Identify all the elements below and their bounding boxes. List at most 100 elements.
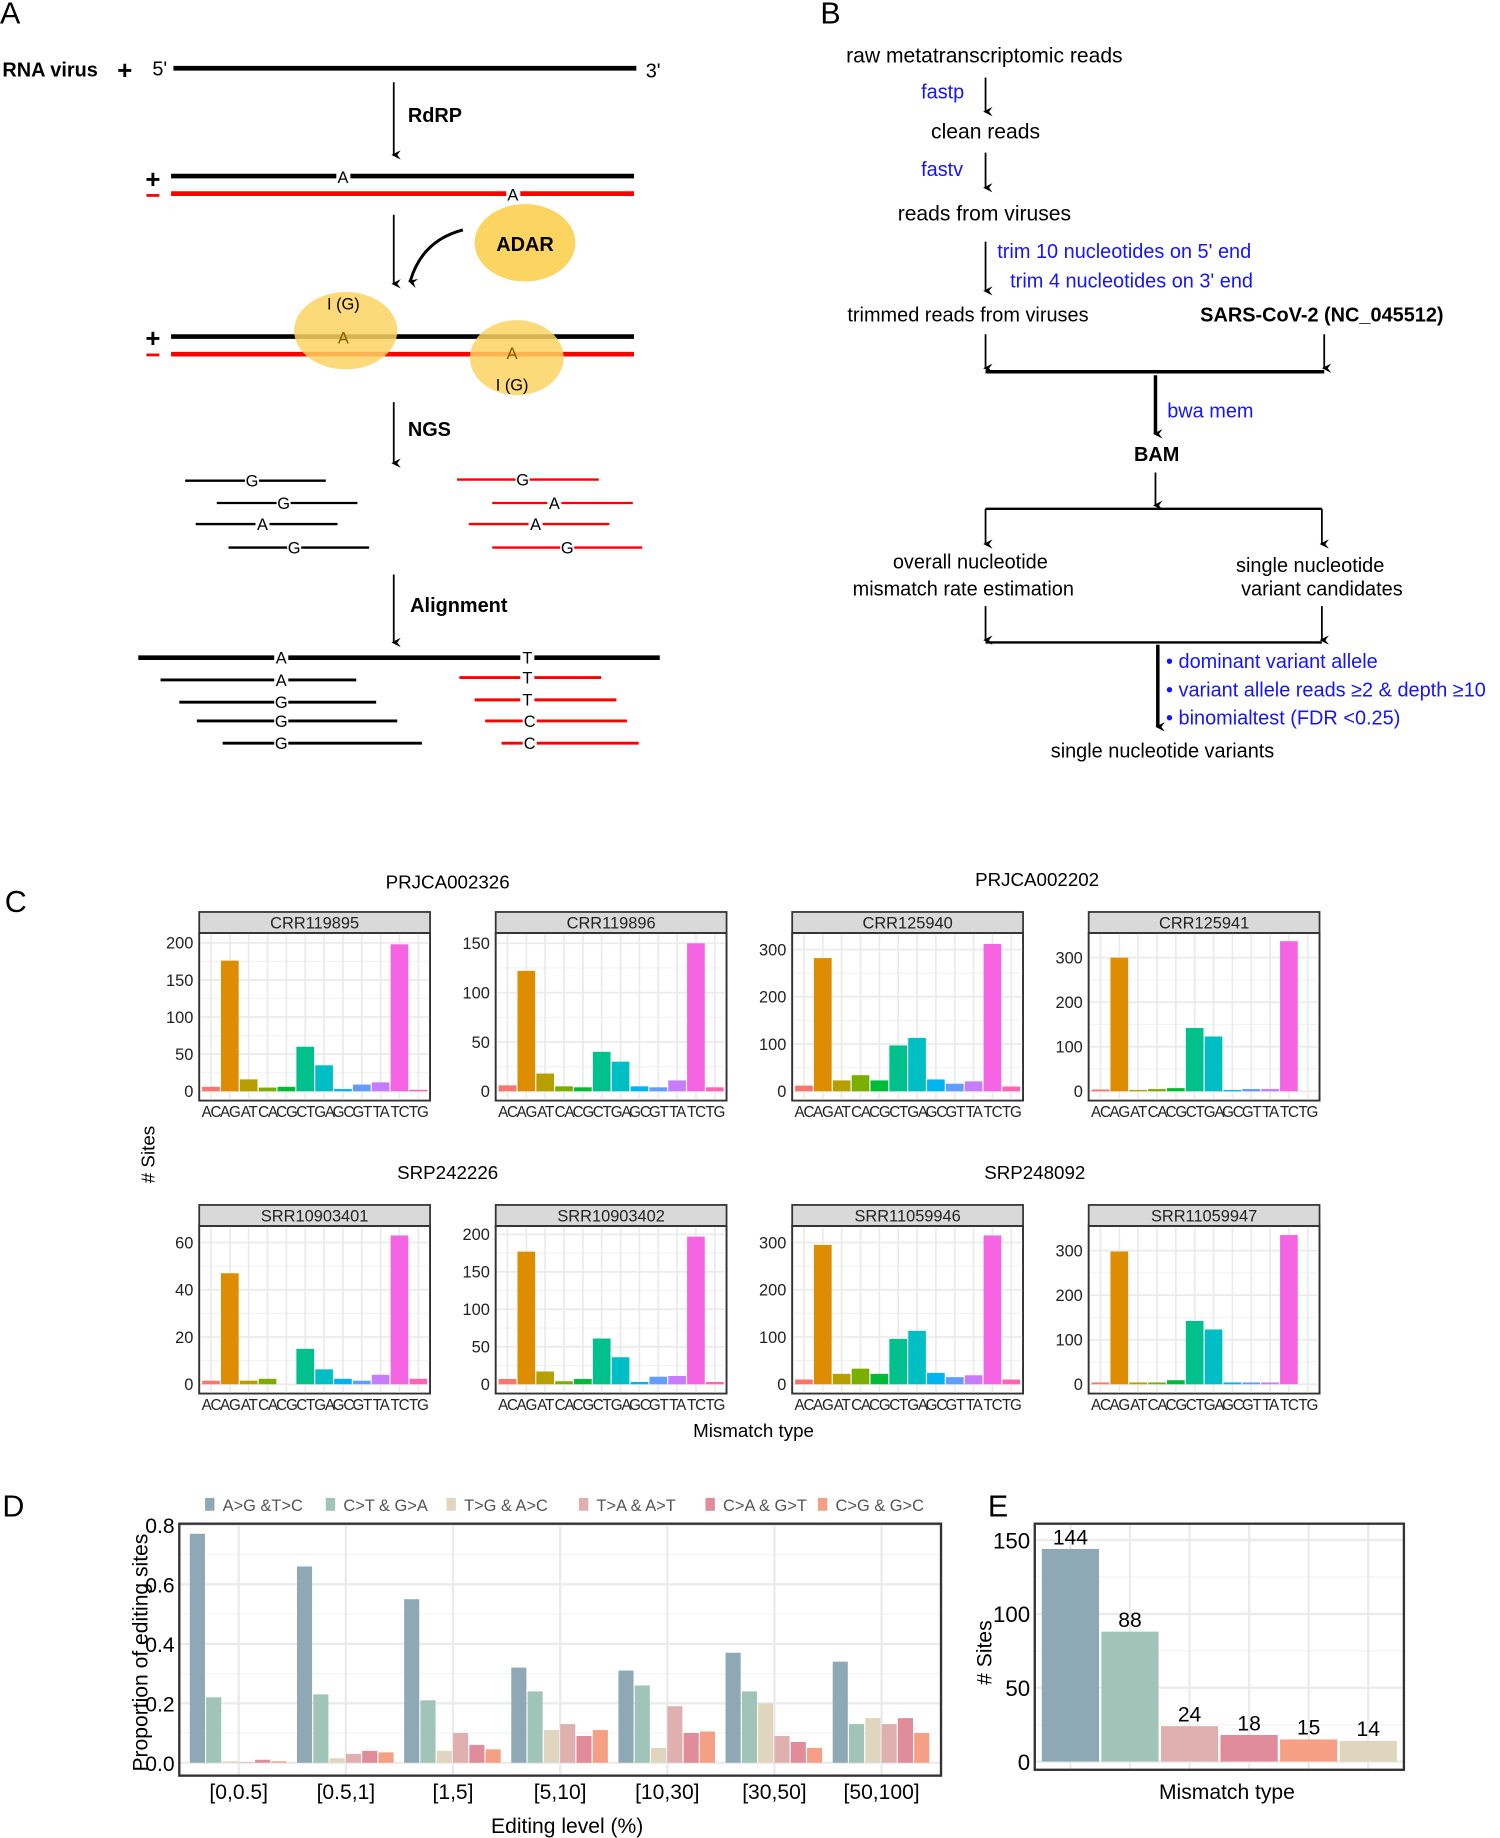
x-tick-label: TA: [669, 1104, 687, 1121]
x-tick-label: GC: [629, 1397, 651, 1414]
bar-A>G &T>C: [189, 1533, 205, 1763]
bar-AG: [1110, 1251, 1129, 1385]
bar-TC: [983, 943, 1002, 1092]
bar-C>T & G>A: [420, 1700, 436, 1763]
bar-C>G & G>C: [271, 1761, 287, 1763]
x-tick-label: AT: [241, 1104, 258, 1121]
y-tick-label: 50: [1005, 1676, 1030, 1701]
x-tick-label: CA: [258, 1397, 279, 1414]
bar-TA: [964, 1375, 983, 1385]
panel-letter-c: C: [5, 885, 27, 919]
x-tick-label: AT: [537, 1397, 554, 1414]
x-tick-label: CA: [1148, 1397, 1169, 1414]
x-tick-label: AC: [202, 1104, 222, 1121]
x-axis-label: Mismatch type: [1159, 1781, 1295, 1804]
bar: [1041, 1548, 1100, 1762]
bar-GT: [945, 1377, 964, 1385]
x-tick-label: AG: [516, 1104, 536, 1121]
snv-output-node: single nucleotide variants: [1051, 740, 1275, 762]
bar-GC: [630, 1381, 649, 1385]
bar-C>G & G>C: [485, 1749, 501, 1763]
y-tick-label: 50: [175, 1046, 193, 1064]
editing-site-ellipse: [469, 320, 564, 396]
bar-A>G &T>C: [618, 1670, 634, 1763]
bar-C>T & G>A: [313, 1694, 329, 1763]
plus-sign: +: [117, 57, 132, 85]
legend-swatch: [705, 1497, 715, 1511]
x-tick-label: GT: [1242, 1104, 1262, 1121]
y-tick-label: 0: [1074, 1376, 1083, 1394]
y-tick-label: 300: [759, 941, 786, 959]
bar: [1280, 1739, 1338, 1762]
x-tick-label: AG: [220, 1397, 240, 1414]
x-tick-label: GT: [649, 1397, 669, 1414]
group-title: PRJCA002202: [975, 869, 1099, 890]
y-tick-label: 50: [472, 1034, 490, 1052]
base-label: G: [288, 539, 301, 557]
bar-GA: [1204, 1329, 1223, 1385]
x-tick-label: TC: [687, 1397, 706, 1414]
adar-ellipse: [474, 204, 576, 282]
y-tick-label: 100: [993, 1602, 1030, 1627]
bar-AG: [813, 1244, 832, 1385]
y-tick-label: 0.8: [145, 1515, 174, 1538]
base-label: A: [549, 495, 560, 513]
x-tick-label: CT: [889, 1104, 908, 1121]
bar-TG: [1002, 1086, 1021, 1092]
bar-GC: [927, 1079, 945, 1092]
bar-T>G & A>C: [436, 1750, 452, 1763]
plot-border: [1033, 1522, 1406, 1771]
y-tick-label: 150: [462, 935, 489, 953]
panel-b: B raw metatranscriptomic reads fastp cle…: [820, 0, 1486, 762]
y-tick-label: 150: [993, 1528, 1030, 1553]
y-tick-label: 100: [759, 1329, 786, 1347]
base-label: A: [257, 516, 268, 534]
bar-AG: [813, 958, 832, 1092]
base-label: G: [275, 713, 288, 731]
bar-GA: [908, 1330, 926, 1385]
x-tick-label: CG: [869, 1397, 890, 1414]
bar-TC: [1280, 941, 1298, 1092]
group-title: SRP242226: [397, 1162, 498, 1183]
snv-candidates-node: single nucleotide: [1236, 555, 1384, 577]
x-tick-label: CG: [276, 1104, 297, 1121]
legend-label: C>G & G>C: [836, 1497, 925, 1515]
x-tick-label: CT: [889, 1397, 908, 1414]
y-tick-label: 0: [1074, 1083, 1083, 1101]
base-label: G: [277, 495, 290, 513]
x-tick-label: GA: [314, 1397, 336, 1414]
x-tick-label: CG: [276, 1397, 297, 1414]
bar-AT: [832, 1373, 851, 1385]
bar-C>G & G>C: [807, 1747, 823, 1763]
x-tick-label: [50,100]: [843, 1781, 919, 1804]
group-title: SRP248092: [984, 1162, 1085, 1183]
bar-A>G &T>C: [725, 1652, 741, 1763]
bar-TA: [668, 1080, 686, 1092]
trim-3-label: trim 4 nucleotides on 3' end: [1010, 270, 1253, 292]
filter-dominant-allele: • dominant variant allele: [1166, 651, 1378, 673]
data-label: 24: [1178, 1703, 1202, 1726]
y-axis-label: Proportion of editing sites: [130, 1534, 153, 1772]
y-tick-label: 200: [1055, 994, 1082, 1012]
bar-C>G & G>C: [699, 1731, 716, 1763]
y-tick-label: 0.2: [145, 1693, 174, 1716]
x-tick-label: GC: [629, 1104, 651, 1121]
bar: [1101, 1631, 1159, 1762]
bar-GT: [649, 1087, 668, 1092]
legend-label: C>T & G>A: [343, 1497, 427, 1515]
plus-sign: +: [145, 166, 160, 194]
bar-GA: [315, 1065, 333, 1092]
x-tick-label: CT: [296, 1104, 315, 1121]
y-tick-label: 60: [175, 1234, 193, 1252]
bar-AC: [498, 1378, 517, 1385]
bar-CT: [296, 1046, 315, 1092]
plus-sign: +: [145, 325, 160, 353]
bar-AC: [202, 1380, 220, 1385]
x-tick-label: TC: [390, 1397, 409, 1414]
base-label: A: [338, 330, 349, 348]
